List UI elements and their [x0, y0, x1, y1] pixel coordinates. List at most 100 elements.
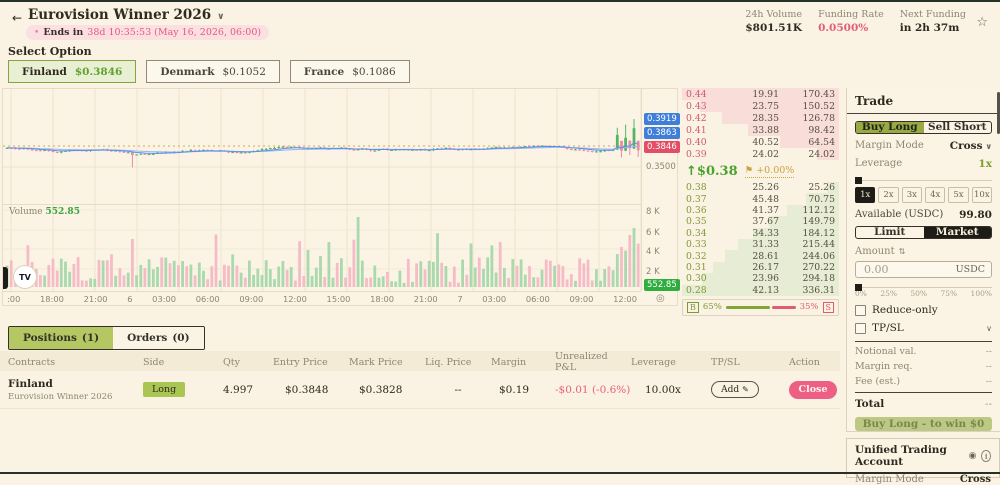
eye-icon[interactable]: ◉: [968, 451, 977, 461]
column-header: Contracts: [8, 356, 56, 368]
tab-count: (1): [81, 332, 100, 344]
dot-icon: •: [34, 27, 40, 38]
orderbook-ask-row[interactable]: 0.43 23.75 150.52: [682, 100, 839, 112]
chart-toolbar-handle[interactable]: [3, 267, 8, 289]
amount-label-row: Amount ⇅: [855, 246, 992, 257]
slider-handle[interactable]: [855, 176, 862, 184]
stat-label: Next Funding: [899, 9, 966, 20]
option-price: $0.3846: [74, 65, 123, 78]
favorite-star-icon[interactable]: ☆: [976, 15, 988, 30]
amount-label: Amount: [855, 245, 895, 257]
orderbook-ask-row[interactable]: 0.41 33.88 98.42: [682, 124, 839, 136]
amount-percent-slider[interactable]: [855, 283, 992, 291]
buy-long-submit-button[interactable]: Buy Long - to win $0: [855, 416, 992, 432]
percent-label: 75%: [940, 289, 958, 299]
leverage-buttons: 1x 2x 3x 4x 5x 10x: [855, 186, 992, 203]
reduce-only-row[interactable]: Reduce-only: [855, 304, 992, 316]
buy-sell-ratio-bar: [725, 305, 796, 309]
leverage-option-4x[interactable]: 4x: [925, 186, 946, 203]
margin-mode-select[interactable]: Cross ∨: [950, 140, 992, 152]
margin-mode-row: Margin Mode Cross ∨: [855, 140, 992, 152]
market-tab[interactable]: Market: [923, 227, 991, 238]
orderbook-bid-row[interactable]: 0.31 26.17 270.22: [682, 261, 839, 274]
orderbook-bid-row[interactable]: 0.38 25.26 25.26: [682, 182, 839, 194]
option-card-france[interactable]: France $0.1086: [289, 60, 410, 83]
jump-to-latest-icon[interactable]: ◎: [656, 293, 665, 304]
column-header: Qty: [223, 356, 240, 368]
orderbook-ask-row[interactable]: 0.44 19.91 170.43: [682, 88, 839, 100]
sell-short-tab[interactable]: Sell Short: [928, 121, 987, 134]
tpsl-checkbox[interactable]: [855, 322, 866, 334]
info-icon[interactable]: i: [981, 450, 991, 462]
leverage-option-1x[interactable]: 1x: [855, 186, 876, 203]
leverage-option-10x[interactable]: 10x: [971, 186, 992, 203]
qty-cell: 4.997: [223, 383, 254, 396]
order-type-tabs: Limit Market: [855, 225, 992, 239]
amount-input[interactable]: [862, 261, 956, 277]
last-price-badge: 0.3846: [644, 141, 680, 153]
orderbook-bid-row[interactable]: 0.34 34.33 184.12: [682, 227, 839, 239]
price-scale[interactable]: 0.3919 0.3863 0.3846 0.3500 8 K 6 K 4 K …: [641, 89, 680, 291]
tab-orders[interactable]: Orders (0): [113, 327, 204, 349]
swap-unit-icon[interactable]: ⇅: [898, 246, 906, 256]
side-cell: Long: [143, 382, 223, 397]
time-tick: 12:00: [613, 294, 637, 304]
add-tpsl-button[interactable]: Add ✎: [711, 381, 759, 398]
volume-tick: 2 K: [646, 267, 660, 277]
chevron-down-icon[interactable]: ∨: [986, 323, 992, 333]
orderbook-bid-row[interactable]: 0.37 45.48 70.75: [682, 193, 839, 205]
orderbook-ask-row[interactable]: 0.42 28.35 126.78: [682, 112, 839, 124]
contract-cell: Finland Eurovision Winner 2026: [8, 378, 143, 402]
column-header: TP/SL: [711, 356, 740, 368]
window-bottom-edge: [0, 472, 1000, 474]
back-button[interactable]: ←: [11, 11, 23, 25]
limit-tab[interactable]: Limit: [874, 226, 906, 239]
orderbook-bid-row[interactable]: 0.32 28.61 244.06: [682, 250, 839, 262]
leverage-slider[interactable]: [855, 176, 992, 184]
orderbook-ask-row[interactable]: 0.39 24.02 24.02: [682, 148, 839, 160]
option-card-finland[interactable]: Finland $0.3846: [8, 60, 137, 83]
orderbook-ask-row[interactable]: 0.40 40.52 64.54: [682, 136, 839, 148]
percent-label: 0%: [855, 289, 867, 299]
volume-indicator-label: Volume 552.85: [9, 207, 80, 217]
tradingview-logo[interactable]: TV: [13, 265, 37, 289]
column-header: Side: [143, 356, 165, 368]
buy-long-tab[interactable]: Buy Long: [856, 122, 924, 133]
orderbook-asks: 0.44 19.91 170.43 0.43 23.75 150.52 0.42 28.35 1…: [682, 88, 839, 160]
tab-positions[interactable]: Positions (1): [9, 327, 114, 349]
percent-labels: 0% 25% 50% 75% 100%: [855, 289, 992, 298]
ends-in-badge: • Ends in 38d 10:35:53 (May 16, 2026, 06…: [26, 25, 270, 40]
chevron-down-icon: ∨: [985, 141, 993, 151]
time-axis[interactable]: :00 18:00 21:00 6 03:00 06:00 09:00 12:00 15:00 1…: [3, 291, 641, 306]
candlestick-chart[interactable]: [3, 89, 642, 291]
leverage-option-2x[interactable]: 2x: [878, 186, 899, 203]
chevron-down-icon[interactable]: ∨: [217, 12, 225, 22]
ends-in-value: 38d 10:35:53 (May 16, 2026, 06:00): [87, 27, 262, 38]
buy-percent: 65%: [702, 302, 722, 313]
leverage-option-3x[interactable]: 3x: [901, 186, 922, 203]
orderbook-bid-row[interactable]: 0.36 41.37 112.12: [682, 204, 839, 217]
margin-mode-label: Margin Mode: [855, 140, 924, 152]
orderbook-bid-row[interactable]: 0.35 37.67 149.79: [682, 216, 839, 228]
liq-price-cell: --: [454, 383, 462, 396]
tpsl-row[interactable]: TP/SL ∨: [855, 322, 992, 334]
reduce-only-checkbox[interactable]: [855, 304, 866, 316]
total-label: Total: [855, 397, 885, 410]
margin-mode-value: Cross: [949, 139, 983, 152]
volume-badge: 552.85: [644, 279, 680, 291]
slider-handle[interactable]: [855, 283, 862, 291]
orderbook-bid-row[interactable]: 0.33 31.33 215.44: [682, 238, 839, 251]
amount-unit: USDC: [955, 263, 985, 275]
scrollbar-thumb[interactable]: [997, 92, 1000, 134]
page-title: Eurovision Winner 2026 ∨: [28, 7, 224, 23]
add-label: Add: [721, 384, 740, 395]
option-card-denmark[interactable]: Denmark $0.1052: [146, 60, 280, 83]
leverage-option-5x[interactable]: 5x: [948, 186, 969, 203]
option-name: Finland: [22, 65, 67, 78]
close-position-button[interactable]: Close: [789, 380, 837, 399]
orderbook-bid-row[interactable]: 0.28 42.13 336.31: [682, 284, 839, 296]
orderbook-bid-row[interactable]: 0.30 23.96 294.18: [682, 273, 839, 285]
mark-price-change[interactable]: ⚑ +0.00%: [744, 165, 795, 178]
summary-label: Margin req.: [855, 360, 913, 372]
slider-track: [855, 179, 992, 181]
